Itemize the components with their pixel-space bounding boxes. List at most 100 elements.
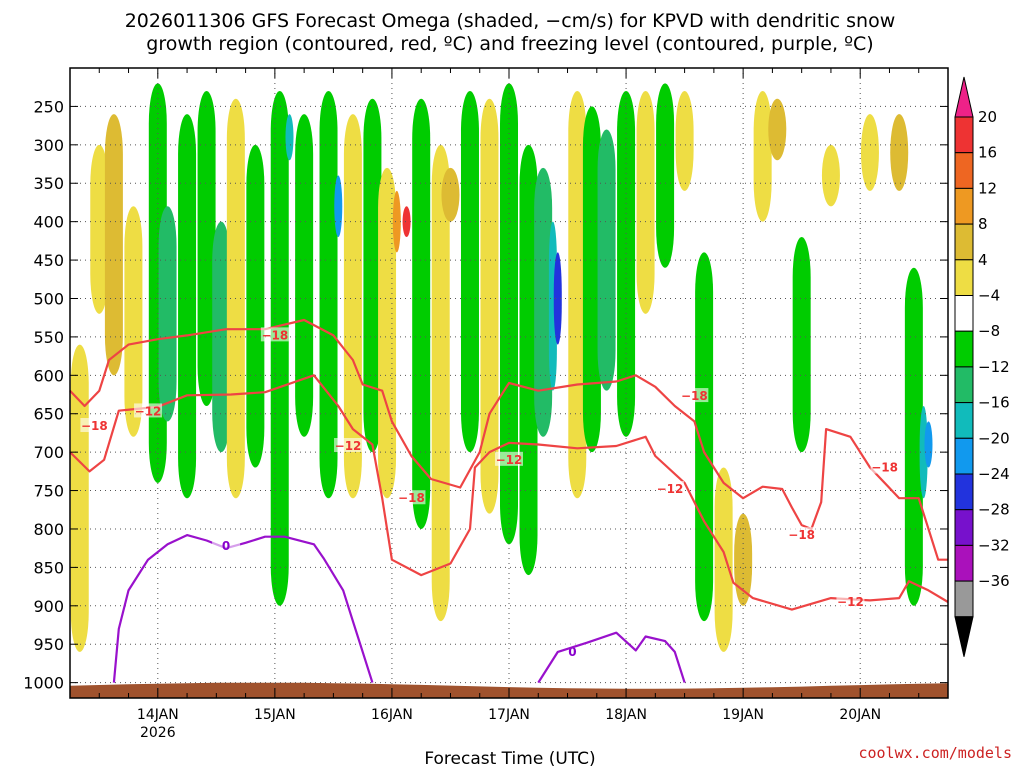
x-tick-label-6: 20JAN xyxy=(839,707,881,723)
dgz-contour-1-label-bg-5 xyxy=(870,459,899,474)
y-tick-label-900: 900 xyxy=(33,597,64,616)
omega-band-27 xyxy=(519,144,538,576)
omega-band-39 xyxy=(714,467,733,652)
dgz-contour-1-label-3: −18 xyxy=(681,389,708,403)
y-tick-label-800: 800 xyxy=(33,520,64,539)
omega-band-3 xyxy=(124,206,143,437)
omega-band-31 xyxy=(568,91,587,499)
colorbar-swatch-10 xyxy=(954,473,974,511)
colorbar-label-6: −8 xyxy=(978,322,1000,340)
colorbar-swatch-2 xyxy=(954,187,974,225)
omega-band-37 xyxy=(675,91,694,191)
x-tick-label-5: 19JAN xyxy=(722,707,764,723)
colorbar-label-3: 8 xyxy=(978,215,988,233)
omega-band-14 xyxy=(319,91,338,499)
omega-band-16 xyxy=(343,114,362,499)
dgz-contour-1-label-bg-4 xyxy=(787,527,816,542)
omega-band-32 xyxy=(582,106,601,453)
omega-band-30 xyxy=(553,252,562,345)
omega-band-41 xyxy=(753,91,772,222)
y-tick-label-300: 300 xyxy=(33,136,64,155)
dgz-contour-1-label-bg-1 xyxy=(260,327,289,342)
dgz-contour-0-label-bg-3 xyxy=(655,481,684,496)
colorbar-label-7: −12 xyxy=(978,358,1010,376)
grid-lines xyxy=(70,68,948,698)
dgz-contour-0-label-bg-0 xyxy=(134,403,163,418)
colorbar-swatch-7 xyxy=(954,366,974,404)
x-tick-sublabel-0: 2026 xyxy=(140,725,176,741)
contours: −12 −12 −12 −12 −12 −18 −18 −18 −18 −18 −18 0 0 xyxy=(69,318,949,684)
y-tick-label-600: 600 xyxy=(33,366,64,385)
colorbar-label-13: −36 xyxy=(978,572,1010,590)
colorbar: 20 16 12 8 4 −4 −8 −12 −16 −20 −24 −28 −32 −36 xyxy=(954,76,1010,657)
omega-band-20 xyxy=(402,206,411,238)
omega-band-11 xyxy=(270,91,289,606)
x-tick-label-0: 14JAN xyxy=(137,707,179,723)
y-tick-label-1000: 1000 xyxy=(23,674,64,693)
omega-band-17 xyxy=(363,98,382,453)
omega-band-40 xyxy=(734,513,753,606)
colorbar-swatch-4 xyxy=(954,259,974,296)
colorbar-swatch-9 xyxy=(954,437,974,475)
omega-band-19 xyxy=(392,190,401,253)
omega-band-23 xyxy=(441,167,460,222)
y-tick-label-500: 500 xyxy=(33,289,64,308)
y-tick-label-850: 850 xyxy=(33,558,64,577)
colorbar-label-8: −16 xyxy=(978,394,1010,412)
omega-band-12 xyxy=(285,114,294,161)
y-tick-label-950: 950 xyxy=(33,635,64,654)
omega-band-47 xyxy=(904,267,923,606)
omega-band-49 xyxy=(924,421,933,468)
colorbar-swatch-1 xyxy=(954,152,974,189)
omega-band-22 xyxy=(431,144,450,622)
freezing-contour-1 xyxy=(537,631,686,684)
colorbar-label-9: −20 xyxy=(978,429,1010,447)
colorbar-label-1: 16 xyxy=(978,144,997,162)
dgz-contour-0-label-1: −12 xyxy=(335,439,362,453)
omega-band-21 xyxy=(412,98,431,529)
axes: 250 300 350 400 450 500 550 600 650 700 750 800 850 9… xyxy=(23,67,949,741)
omega-band-29 xyxy=(548,221,557,391)
omega-shading xyxy=(70,83,948,698)
omega-band-43 xyxy=(792,237,811,453)
y-tick-label-650: 650 xyxy=(33,405,64,424)
colorbar-swatch-13 xyxy=(954,580,974,618)
freezing-contour-0-label-bg-0 xyxy=(212,537,241,552)
dgz-contour-1-label-bg-3 xyxy=(680,388,709,403)
dgz-contour-0-label-bg-2 xyxy=(495,451,523,466)
colorbar-label-10: −24 xyxy=(978,465,1010,483)
omega-band-45 xyxy=(860,114,879,191)
colorbar-swatch-11 xyxy=(954,509,974,546)
dgz-contour-1-label-bg-2 xyxy=(397,490,426,505)
colorbar-label-4: 4 xyxy=(978,251,988,269)
dgz-contour-0-label-bg-4 xyxy=(836,593,865,608)
dgz-contour-1-label-2: −18 xyxy=(398,491,425,505)
y-tick-label-550: 550 xyxy=(33,328,64,347)
colorbar-top-arrow xyxy=(954,76,974,118)
omega-band-15 xyxy=(334,175,343,238)
colorbar-swatch-6 xyxy=(954,330,974,368)
y-tick-label-700: 700 xyxy=(33,443,64,462)
credit-text: coolwx.com/models xyxy=(858,744,1012,762)
dgz-contour-0-label-3: −12 xyxy=(657,482,684,496)
x-tick-label-4: 18JAN xyxy=(605,707,647,723)
dgz-contour-0 xyxy=(69,374,949,611)
dgz-contour-1-label-bg-0 xyxy=(80,418,109,433)
dgz-contour-0-label-4: −12 xyxy=(837,595,864,609)
x-tick-label-2: 16JAN xyxy=(371,707,413,723)
omega-band-1 xyxy=(90,144,109,314)
y-tick-label-250: 250 xyxy=(33,97,64,116)
omega-band-13 xyxy=(295,114,314,437)
omega-band-44 xyxy=(821,144,840,207)
freezing-contour-0-label-bg-1 xyxy=(558,643,587,658)
chart-title-line2: growth region (contoured, red, ºC) and f… xyxy=(146,33,873,55)
colorbar-swatch-8 xyxy=(954,402,974,439)
y-tick-label-350: 350 xyxy=(33,174,64,193)
dgz-contour-0-label-2: −12 xyxy=(496,453,523,467)
colorbar-swatch-12 xyxy=(954,544,974,582)
colorbar-swatch-3 xyxy=(954,223,974,261)
x-tick-label-3: 17JAN xyxy=(488,707,530,723)
y-tick-label-400: 400 xyxy=(33,213,64,232)
colorbar-label-11: −28 xyxy=(978,501,1010,519)
